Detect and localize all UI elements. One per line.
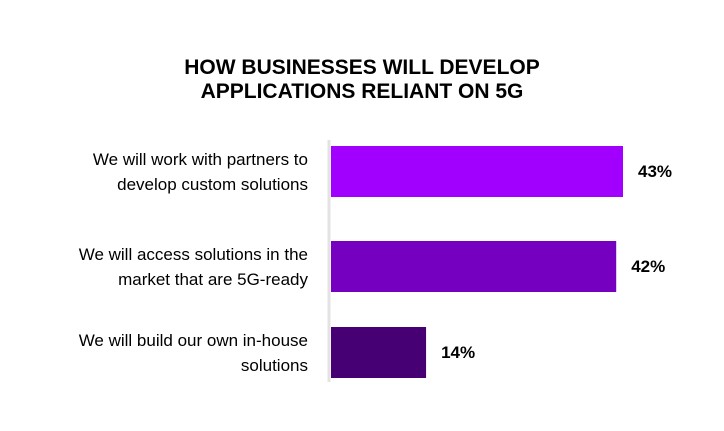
- chart-title: HOW BUSINESSES WILL DEVELOP APPLICATIONS…: [0, 56, 724, 104]
- value-label: 42%: [631, 257, 665, 276]
- bar: [331, 241, 617, 292]
- category-label-box: We will access solutions in the market t…: [20, 242, 308, 292]
- title-line: HOW BUSINESSES WILL DEVELOP: [184, 56, 540, 79]
- category-label: We will access solutions in the market t…: [78, 245, 308, 289]
- category-label: We will work with partners to develop cu…: [92, 150, 308, 194]
- category-label-box: We will work with partners to develop cu…: [20, 147, 308, 197]
- category-label: We will build our own in-house solutions: [78, 331, 308, 375]
- value-label: 14%: [441, 343, 475, 362]
- bar: [331, 146, 623, 197]
- title-line: APPLICATIONS RELIANT ON 5G: [200, 80, 524, 103]
- value-label: 43%: [638, 162, 672, 181]
- bar: [331, 327, 427, 378]
- category-label-box: We will build our own in-house solutions: [20, 328, 308, 378]
